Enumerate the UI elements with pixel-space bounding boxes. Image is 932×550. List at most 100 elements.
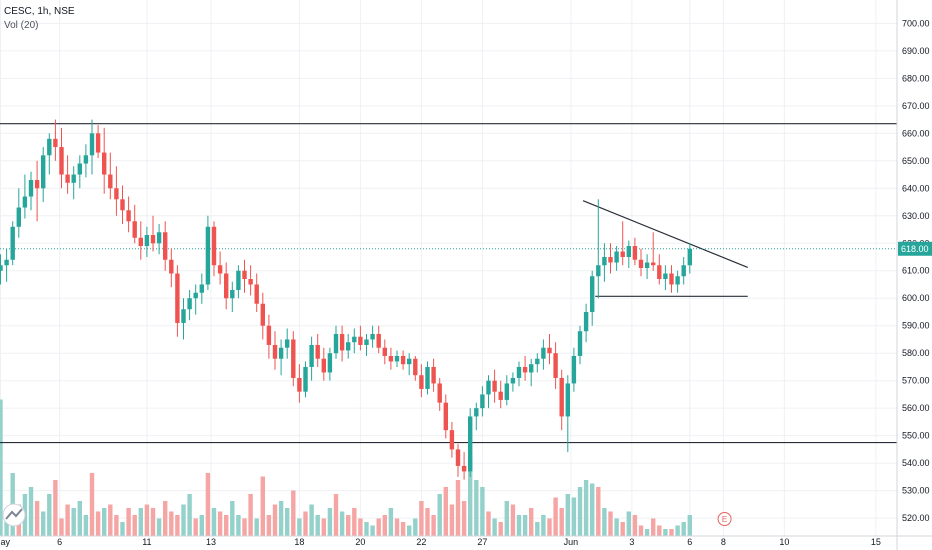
candle-body xyxy=(449,430,455,450)
volume-bar xyxy=(309,504,314,536)
x-tick-label: 22 xyxy=(416,537,426,547)
volume-bar xyxy=(285,508,290,536)
candle-body xyxy=(0,265,3,271)
candle-body xyxy=(571,355,577,384)
volume-bar xyxy=(376,518,381,536)
volume-bar xyxy=(297,518,302,536)
candle-body xyxy=(535,358,540,365)
candle-body xyxy=(358,336,363,345)
x-tick-label: 20 xyxy=(355,537,365,547)
volume-bar xyxy=(407,525,412,536)
candle-body xyxy=(632,246,638,260)
candle-body xyxy=(41,155,46,189)
candle-body xyxy=(626,246,631,258)
volume-bar xyxy=(565,494,570,536)
volume-bar xyxy=(102,508,107,536)
candle-body xyxy=(175,273,180,323)
volume-bars xyxy=(0,399,692,536)
volume-bar xyxy=(272,504,278,536)
volume-bar xyxy=(663,529,668,536)
volume-bar xyxy=(638,525,644,536)
descending-trendline xyxy=(582,200,748,269)
candle-body xyxy=(602,257,607,266)
x-tick-label: 11 xyxy=(142,537,151,547)
candle-body xyxy=(156,232,162,244)
candle-body xyxy=(675,276,680,285)
candle-body xyxy=(114,188,119,200)
volume-bar xyxy=(400,522,406,536)
candle-body xyxy=(163,232,168,260)
volume-bar xyxy=(535,522,540,536)
candle-body xyxy=(95,133,101,153)
candle-body xyxy=(407,358,412,365)
volume-bar xyxy=(657,525,662,536)
candle-body xyxy=(333,333,339,354)
candle-body xyxy=(522,366,528,373)
candle-body xyxy=(132,221,137,238)
y-tick-label: 590.00 xyxy=(902,321,930,331)
y-tick-label: 530.00 xyxy=(902,486,930,496)
volume-bar xyxy=(510,504,516,536)
candle-body xyxy=(10,226,15,260)
volume-bar xyxy=(169,511,174,536)
volume-bar xyxy=(480,487,485,536)
volume-bar xyxy=(83,515,89,536)
candle-body xyxy=(468,416,473,472)
volume-bar xyxy=(242,518,247,536)
volume-bar xyxy=(504,501,509,536)
candle-body xyxy=(4,259,9,266)
volume-bar xyxy=(614,518,619,536)
volume-bar xyxy=(211,508,217,536)
volume-bar xyxy=(339,511,345,536)
x-tick-label: 6 xyxy=(687,537,692,547)
volume-bar xyxy=(474,480,479,536)
candle-body xyxy=(144,235,150,247)
volume-bar xyxy=(28,487,34,536)
candle-body xyxy=(126,210,131,222)
candle-body xyxy=(486,380,491,395)
y-tick-label: 650.00 xyxy=(902,156,930,166)
volume-bar xyxy=(53,480,58,536)
x-tick-label: 15 xyxy=(871,537,881,547)
candle-body xyxy=(559,377,564,417)
candle-body xyxy=(419,375,424,389)
volume-bar xyxy=(120,522,125,536)
volume-bar xyxy=(236,515,241,536)
volume-bar xyxy=(34,501,40,536)
volume-bar xyxy=(77,501,82,536)
candle-body xyxy=(376,333,381,348)
candle-body xyxy=(663,273,668,279)
y-tick-label: 670.00 xyxy=(902,101,930,111)
volume-bar xyxy=(516,515,522,536)
event-marker[interactable]: E xyxy=(717,512,732,526)
candle-body xyxy=(346,342,351,351)
volume-bar xyxy=(394,518,400,536)
candle-body xyxy=(309,344,314,367)
candle-body xyxy=(504,383,509,400)
volume-bar xyxy=(370,525,375,536)
y-tick-label: 580.00 xyxy=(902,348,930,358)
x-tick-label: 10 xyxy=(779,537,789,547)
candle-body xyxy=(480,394,485,409)
candle-body xyxy=(657,265,662,279)
volume-bar xyxy=(413,518,418,536)
x-tick-label: 18 xyxy=(294,537,304,547)
candle-body xyxy=(529,364,534,373)
volume-bar xyxy=(150,508,156,536)
candle-body xyxy=(71,174,76,183)
x-tick-label: Jun xyxy=(564,537,579,547)
volume-bar xyxy=(425,508,430,536)
tradingview-logo-icon xyxy=(2,503,26,527)
volume-bar xyxy=(47,494,52,536)
candle-body xyxy=(498,391,503,400)
candle-body xyxy=(339,333,345,351)
volume-bar xyxy=(108,504,113,536)
volume-bar xyxy=(675,525,680,536)
candle-body xyxy=(352,336,357,343)
y-tick-label: 540.00 xyxy=(902,458,930,468)
candle-body xyxy=(169,259,174,274)
volume-bar xyxy=(486,511,491,536)
volume-bar xyxy=(303,511,308,536)
